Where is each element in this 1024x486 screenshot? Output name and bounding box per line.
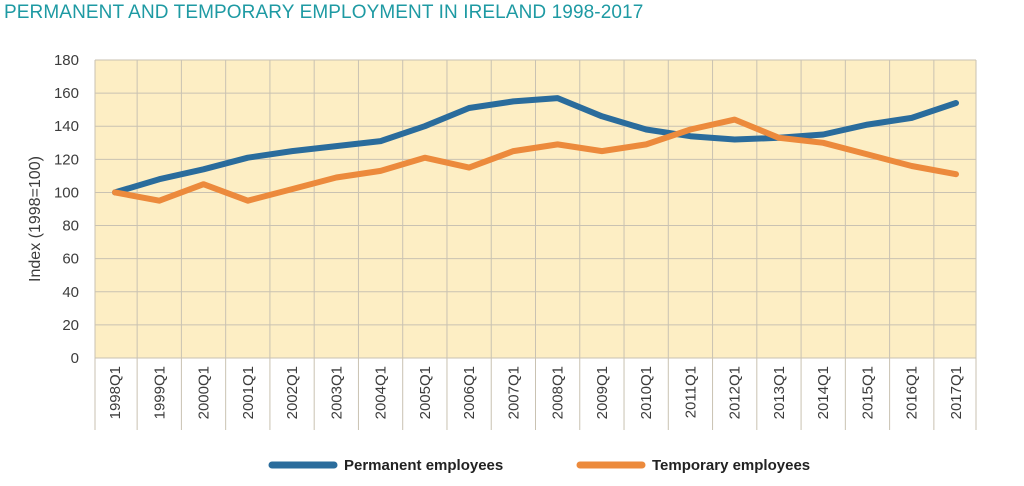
x-tick-label: 2016Q1 <box>904 366 921 419</box>
x-tick-label: 2009Q1 <box>594 366 611 419</box>
x-tick-label: 2015Q1 <box>859 366 876 419</box>
x-tick-label: 2007Q1 <box>505 366 522 419</box>
x-tick-label: 1998Q1 <box>107 366 124 419</box>
y-tick-label: 140 <box>54 118 79 135</box>
x-tick-label: 2006Q1 <box>461 366 478 419</box>
x-tick-label: 2001Q1 <box>240 366 257 419</box>
y-tick-label: 100 <box>54 184 79 201</box>
x-tick-label: 2003Q1 <box>328 366 345 419</box>
series-line-temporary-employees <box>112 116 959 204</box>
y-tick-label: 160 <box>54 85 79 102</box>
y-tick-label: 60 <box>62 251 79 268</box>
x-tick-label: 1999Q1 <box>151 366 168 419</box>
x-tick-label: 2004Q1 <box>373 366 390 419</box>
x-tick-label: 2014Q1 <box>815 366 832 419</box>
x-tick-label: 2005Q1 <box>417 366 434 419</box>
x-tick-label: 2010Q1 <box>638 366 655 419</box>
legend: Permanent employees Temporary employees <box>268 457 810 474</box>
x-tick-label: 2013Q1 <box>771 366 788 419</box>
x-tick-label: 2002Q1 <box>284 366 301 419</box>
legend-label-temporary-employees: Temporary employees <box>652 457 810 474</box>
x-axis-ticks: 1998Q1 1999Q1 2000Q1 2001Q1 2002Q1 2003Q1 2004… <box>107 366 965 419</box>
y-tick-label: 20 <box>62 317 79 334</box>
x-tick-label: 2012Q1 <box>727 366 744 419</box>
x-tick-label: 2011Q1 <box>682 366 699 418</box>
x-tick-label: 2000Q1 <box>196 366 213 419</box>
y-tick-label: 0 <box>71 350 79 367</box>
y-axis-label: Index (1998=100) <box>27 156 44 282</box>
y-axis-ticks: 0 20 40 60 80 100 120 140 160 180 <box>54 52 79 367</box>
y-tick-label: 40 <box>62 284 79 301</box>
series-line-permanent-employees <box>112 95 959 196</box>
y-tick-label: 120 <box>54 151 79 168</box>
y-tick-label: 80 <box>62 218 79 235</box>
x-tick-label: 2017Q1 <box>948 366 965 419</box>
y-tick-label: 180 <box>54 52 79 69</box>
x-tick-label: 2008Q1 <box>550 366 567 419</box>
grid-lines <box>94 59 977 430</box>
legend-label-permanent-employees: Permanent employees <box>344 457 503 474</box>
chart-title: PERMANENT AND TEMPORARY EMPLOYMENT IN IR… <box>4 2 644 23</box>
series-lines <box>112 95 959 204</box>
